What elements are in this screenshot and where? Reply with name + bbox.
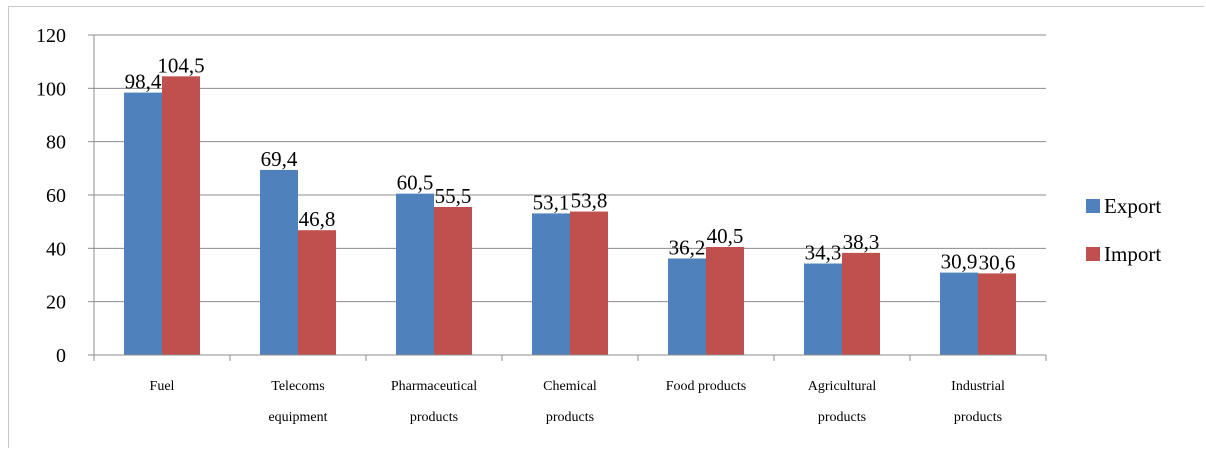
x-category-label: Fuel — [150, 379, 175, 394]
legend: Export Import — [1086, 194, 1161, 266]
bar-export — [532, 213, 570, 355]
x-category-label: products — [954, 410, 1002, 425]
x-category-label: products — [546, 410, 594, 425]
x-axis-categories: Fuel Telecoms equipment Pharmaceutical produ… — [150, 379, 1005, 425]
x-category-label: products — [410, 410, 458, 425]
bar-export — [396, 193, 434, 355]
bar-import — [842, 252, 880, 355]
bar-import — [978, 273, 1016, 355]
data-label: 34,3 — [805, 241, 842, 265]
chart-frame — [8, 6, 1204, 448]
x-category-label: Pharmaceutical — [391, 379, 477, 394]
x-category-label: Telecoms — [271, 379, 324, 394]
bar-import — [706, 247, 744, 355]
y-tick-label: 0 — [56, 345, 66, 367]
data-label: 55,5 — [435, 184, 472, 208]
data-label: 53,8 — [571, 189, 608, 213]
bar-import — [570, 211, 608, 355]
bar-import — [434, 207, 472, 355]
y-tick-label: 80 — [46, 132, 66, 154]
x-category-label: Agricultural — [808, 379, 877, 394]
data-label: 53,1 — [533, 190, 570, 214]
bar-import — [162, 76, 200, 355]
data-label: 69,4 — [261, 147, 298, 171]
bars — [124, 76, 1016, 355]
bar-export — [940, 272, 978, 355]
bar-export — [668, 258, 706, 355]
data-label: 40,5 — [707, 224, 744, 248]
x-category-label: Chemical — [543, 379, 597, 394]
axes — [88, 34, 1047, 361]
data-label: 38,3 — [843, 230, 880, 254]
legend-label-import: Import — [1104, 242, 1161, 266]
x-category-label: equipment — [268, 410, 327, 425]
y-tick-label: 100 — [36, 78, 66, 100]
bar-export — [260, 169, 298, 355]
y-tick-label: 60 — [46, 185, 66, 207]
data-label: 30,9 — [941, 250, 978, 274]
legend-swatch-export — [1086, 199, 1100, 213]
y-axis-ticks: 0 20 40 60 80 100 120 — [36, 25, 66, 367]
x-category-label: Industrial — [951, 379, 1005, 394]
bar-export — [124, 92, 162, 355]
bar-import — [298, 230, 336, 355]
y-tick-label: 40 — [46, 238, 66, 260]
data-label: 30,6 — [979, 250, 1016, 274]
data-label: 46,8 — [299, 207, 336, 231]
data-label: 36,2 — [669, 235, 706, 259]
legend-label-export: Export — [1104, 194, 1161, 218]
x-category-label: Food products — [666, 379, 747, 394]
data-label: 98,4 — [125, 70, 162, 94]
y-tick-label: 120 — [36, 25, 66, 47]
data-label: 60,5 — [397, 171, 434, 195]
x-category-label: products — [818, 410, 866, 425]
y-tick-label: 20 — [46, 292, 66, 314]
bar-export — [804, 263, 842, 355]
data-label: 104,5 — [157, 53, 204, 77]
legend-swatch-import — [1086, 247, 1100, 261]
